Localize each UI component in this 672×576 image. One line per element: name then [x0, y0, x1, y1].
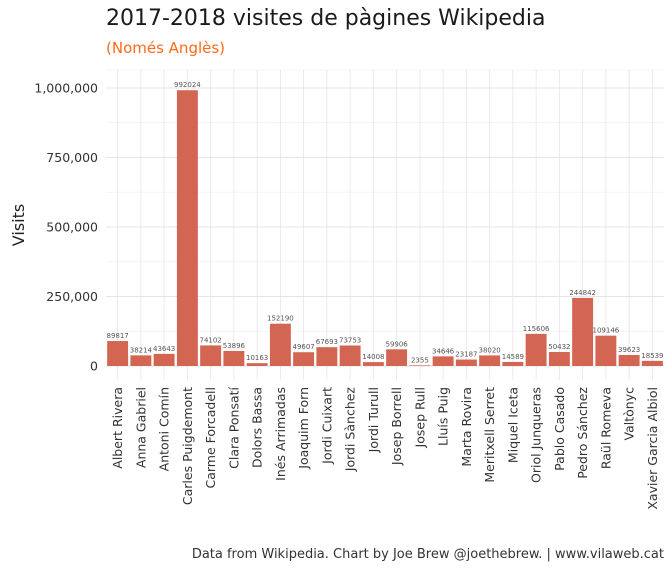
data-label: 18539 — [641, 352, 663, 360]
bar — [409, 365, 431, 366]
data-label: 50432 — [548, 343, 570, 351]
bars — [107, 90, 663, 366]
bar — [153, 353, 175, 366]
data-label: 992024 — [174, 81, 201, 89]
bar — [339, 345, 361, 366]
data-label: 14008 — [362, 353, 384, 361]
x-tick-label: Jordi Cuixart — [319, 387, 334, 465]
bar — [246, 363, 268, 366]
x-tick-label: Anna Gabriel — [133, 387, 148, 468]
x-tick-label: Carme Forcadell — [203, 387, 218, 489]
x-tick-label: Josep Rull — [412, 387, 427, 448]
y-tick-label: 0 — [90, 359, 98, 374]
data-label: 38214 — [130, 346, 153, 354]
x-tick-label: Marta Rovira — [459, 387, 474, 467]
data-label: 2355 — [411, 356, 429, 364]
bar — [386, 349, 408, 366]
bar — [432, 356, 454, 366]
bar — [595, 335, 617, 366]
bar — [572, 297, 594, 366]
y-tick-label: 1,000,000 — [34, 81, 98, 96]
data-label: 43643 — [153, 345, 175, 353]
bar — [293, 352, 315, 366]
data-label: 74102 — [199, 336, 221, 344]
grid-lines — [106, 69, 664, 380]
data-label: 152190 — [267, 315, 294, 323]
x-tick-label: Pedro Sánchez — [575, 387, 590, 479]
bar — [502, 361, 524, 366]
bar — [455, 359, 477, 366]
bar — [525, 333, 547, 366]
bar — [200, 345, 222, 366]
x-tick-label: Xavier Garcia Albiol — [645, 387, 660, 510]
x-tick-label: Clara Ponsatí — [226, 386, 241, 468]
data-label: 59906 — [385, 340, 408, 348]
x-tick-label: Meritxell Serret — [482, 387, 497, 483]
x-tick-label: Miquel Iceta — [505, 387, 520, 463]
y-axis-label: Visits — [9, 204, 28, 246]
data-label: 23187 — [455, 351, 477, 359]
y-tick-label: 250,000 — [46, 289, 98, 304]
x-tick-label: Jordi Turull — [366, 387, 381, 453]
data-label: 39623 — [618, 346, 640, 354]
data-label: 38020 — [478, 346, 500, 354]
x-tick-label: Valtònyc — [622, 387, 637, 441]
data-label: 109146 — [593, 327, 620, 335]
data-label: 67693 — [316, 338, 338, 346]
x-tick-label: Albert Rivera — [110, 387, 125, 469]
x-tick-label: Lluís Puig — [436, 387, 451, 446]
bar — [362, 362, 384, 366]
y-tick-label: 500,000 — [46, 220, 98, 235]
chart-caption: Data from Wikipedia. Chart by Joe Brew @… — [191, 547, 664, 562]
chart-subtitle: (Només Anglès) — [106, 39, 226, 57]
data-label: 53896 — [223, 342, 246, 350]
chart-title: 2017-2018 visites de pàgines Wikipedia — [106, 6, 546, 31]
bar — [130, 355, 152, 366]
x-tick-label: Oriol Junqueras — [529, 387, 544, 483]
x-tick-label: Jordi Sànchez — [343, 387, 358, 473]
bar — [479, 355, 501, 366]
x-tick-label: Raül Romeva — [598, 387, 613, 469]
bar — [107, 341, 129, 366]
bar — [316, 347, 338, 366]
x-tick-label: Pablo Casado — [552, 387, 567, 471]
bar — [176, 90, 198, 366]
data-label: 34646 — [432, 347, 455, 355]
bar — [548, 351, 570, 366]
data-label: 73753 — [339, 336, 361, 344]
bar — [618, 354, 640, 366]
data-label: 14589 — [502, 353, 524, 361]
bar — [223, 351, 245, 366]
data-label: 49607 — [292, 343, 314, 351]
data-label: 115606 — [523, 325, 550, 333]
data-label: 89817 — [106, 332, 128, 340]
x-tick-label: Dolors Bassa — [250, 387, 265, 468]
data-label: 244842 — [569, 289, 596, 297]
bar — [641, 360, 663, 366]
x-tick-label: Joaquim Forn — [296, 387, 311, 470]
x-axis-ticks: Albert Rivera Anna Gabriel Antoni Comín Car… — [110, 386, 660, 509]
bar — [269, 323, 291, 366]
x-tick-label: Inés Arrimadas — [273, 387, 288, 481]
x-tick-label: Antoni Comín — [157, 387, 172, 471]
x-tick-label: Carles Puigdemont — [180, 387, 195, 505]
y-axis-ticks: 0 250,000 500,000 750,000 1,000,000 — [34, 81, 98, 374]
y-tick-label: 750,000 — [46, 150, 98, 165]
data-label: 10163 — [246, 354, 268, 362]
x-tick-label: Josep Borrell — [389, 387, 404, 466]
